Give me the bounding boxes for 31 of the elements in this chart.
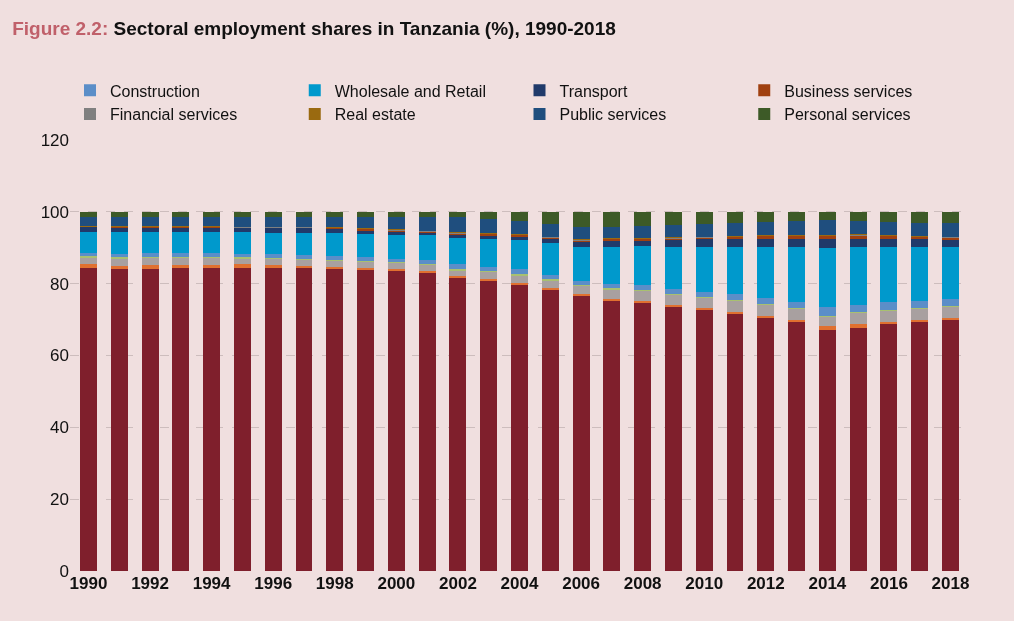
x-tick-label: 2018 — [931, 574, 970, 593]
x-tick-label: 2014 — [808, 574, 847, 593]
x-tick-label: 1998 — [315, 574, 354, 593]
y-tick-label: 0 — [59, 561, 69, 581]
y-tick-label: 100 — [40, 202, 69, 222]
x-tick-label: 1996 — [254, 574, 293, 593]
x-tick-label: 2008 — [623, 574, 662, 593]
x-tick-label: 2010 — [685, 574, 724, 593]
legend-label: Construction — [110, 82, 200, 100]
legend-label: Personal services — [784, 106, 911, 124]
x-tick-label: 1994 — [192, 574, 232, 593]
x-tick-label: 2004 — [500, 574, 539, 593]
y-tick-label: 60 — [50, 346, 69, 366]
legend-label: Business services — [784, 82, 913, 100]
chart-title: Figure 2.2: Sectoral employment shares in Tanzania (%), 1990-2018 — [12, 18, 616, 40]
x-tick-label: 1990 — [69, 574, 108, 593]
x-tick-label: 2000 — [377, 574, 416, 593]
legend-label: Public services — [559, 106, 667, 124]
legend-label: Transport — [559, 82, 628, 100]
x-tick-label: 1992 — [131, 574, 169, 593]
x-tick-label: 2006 — [562, 574, 600, 593]
x-tick-label: 2012 — [746, 574, 785, 593]
y-tick-label: 120 — [40, 130, 69, 150]
y-tick-label: 20 — [50, 490, 69, 510]
y-tick-label: 80 — [50, 274, 69, 294]
x-tick-label: 2002 — [439, 574, 477, 593]
y-tick-label: 40 — [50, 418, 69, 438]
x-tick-label: 2016 — [870, 574, 908, 593]
legend-label: Real estate — [334, 106, 416, 124]
legend-label: Financial services — [110, 106, 238, 124]
legend-label: Wholesale and Retail — [334, 82, 486, 100]
